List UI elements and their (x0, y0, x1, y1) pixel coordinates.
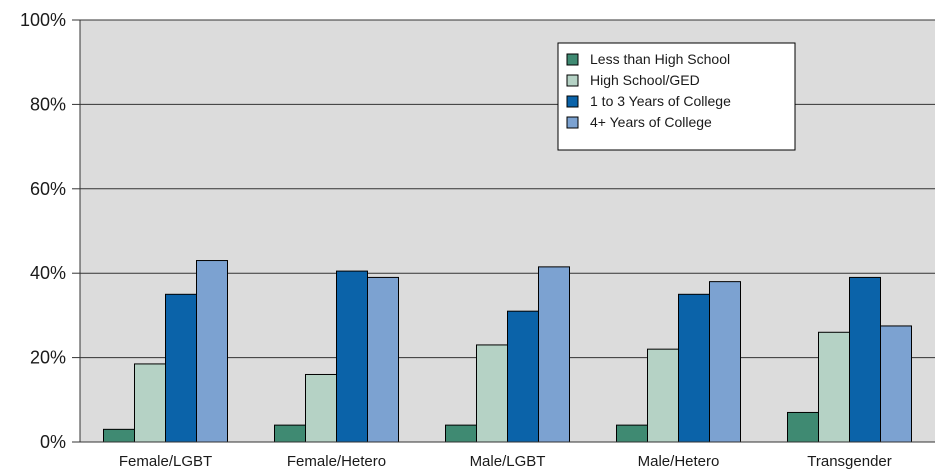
bar (616, 424, 648, 443)
y-tick-label: 20% (30, 348, 66, 368)
y-tick-label: 60% (30, 179, 66, 199)
x-tick-label: Transgender (807, 453, 892, 470)
bar (476, 344, 508, 443)
legend-swatch (566, 74, 579, 87)
y-tick-labels: 0% 20% 40% 60% 80% 100% (20, 10, 66, 452)
bar (709, 281, 741, 443)
y-tick-label: 0% (40, 432, 66, 452)
legend: Less than High School High School/GED 1 to… (557, 42, 796, 151)
x-tick-label: Male/Hetero (638, 453, 720, 470)
bar (647, 348, 679, 443)
bar (367, 276, 399, 443)
x-tick-label: Female/LGBT (119, 453, 212, 470)
bar (849, 276, 881, 443)
bar (507, 310, 539, 443)
x-tick-label: Female/Hetero (287, 453, 386, 470)
bars (103, 260, 912, 443)
y-tick-label: 100% (20, 10, 66, 30)
bar (445, 424, 477, 443)
x-tick-label: Male/LGBT (470, 453, 546, 470)
legend-box (557, 42, 796, 151)
legend-label: 4+ Years of College (590, 114, 712, 130)
legend-swatch (566, 53, 579, 66)
bar (538, 266, 570, 443)
bar (274, 424, 306, 443)
y-tick-label: 40% (30, 263, 66, 283)
legend-swatch (566, 116, 579, 129)
x-tick-labels: Female/LGBT Female/Hetero Male/LGBT Male/He… (119, 453, 892, 470)
y-tick-label: 80% (30, 94, 66, 114)
bar (165, 293, 197, 443)
legend-label: 1 to 3 Years of College (590, 93, 731, 109)
bar (305, 373, 337, 443)
legend-label: Less than High School (590, 51, 730, 67)
axes (79, 20, 935, 443)
bar (787, 411, 819, 443)
bar (678, 293, 710, 443)
bar (134, 363, 166, 443)
bar (196, 260, 228, 443)
bar (336, 270, 368, 443)
bar (818, 331, 850, 443)
bar (103, 428, 135, 443)
bar (880, 325, 912, 443)
legend-label: High School/GED (590, 72, 700, 88)
legend-swatch (566, 95, 579, 108)
